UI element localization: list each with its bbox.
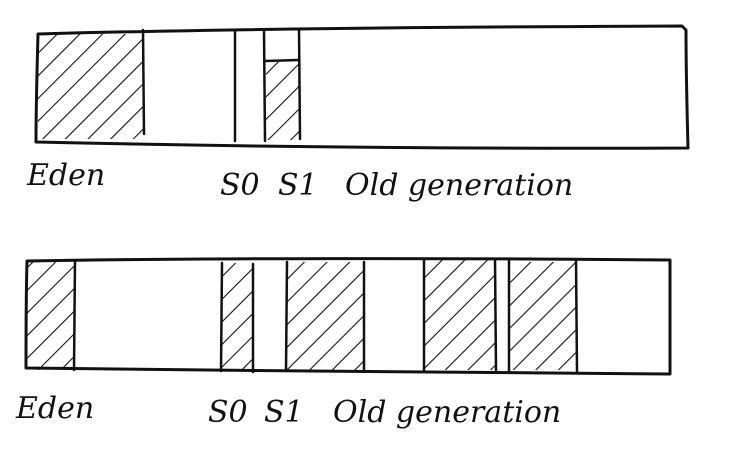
bottom-eden-divider (72, 258, 77, 372)
top-eden-label: Eden (26, 158, 105, 193)
bottom-old-block-1-left (284, 260, 289, 373)
bottom-s1-label: S1 (264, 395, 304, 430)
bottom-heap-diagram: Eden S0 S1 Old generation (15, 257, 672, 430)
bottom-eden-label: Eden (15, 391, 94, 426)
bottom-old-block-1 (287, 262, 364, 370)
bottom-old-block-2 (424, 260, 495, 370)
bottom-old-generation-label: Old generation (333, 395, 561, 430)
top-s1-right-divider (297, 27, 302, 141)
top-eden-divider (141, 28, 146, 136)
top-s1-fill-top-edge (263, 58, 301, 63)
top-heap-outline (34, 24, 690, 150)
bottom-old-block-3 (509, 262, 576, 370)
bottom-old-block-2-right (493, 257, 498, 372)
top-s0-label: S0 (220, 168, 260, 203)
top-s0-right-divider (262, 29, 267, 143)
bottom-heap-outline (24, 257, 672, 376)
bottom-s0-label: S0 (208, 395, 248, 430)
bottom-s0-used-region (222, 263, 253, 370)
top-old-generation-label: Old generation (345, 168, 573, 203)
top-eden-used-region (38, 34, 143, 139)
bottom-eden-used-region (27, 261, 75, 370)
top-s1-used-region (266, 62, 300, 140)
bottom-old-block-3-right (574, 259, 579, 373)
bottom-s0-left-divider (219, 261, 224, 373)
top-s1-label: S1 (278, 168, 318, 203)
top-heap-diagram: Eden S0 S1 Old generation (26, 24, 690, 203)
